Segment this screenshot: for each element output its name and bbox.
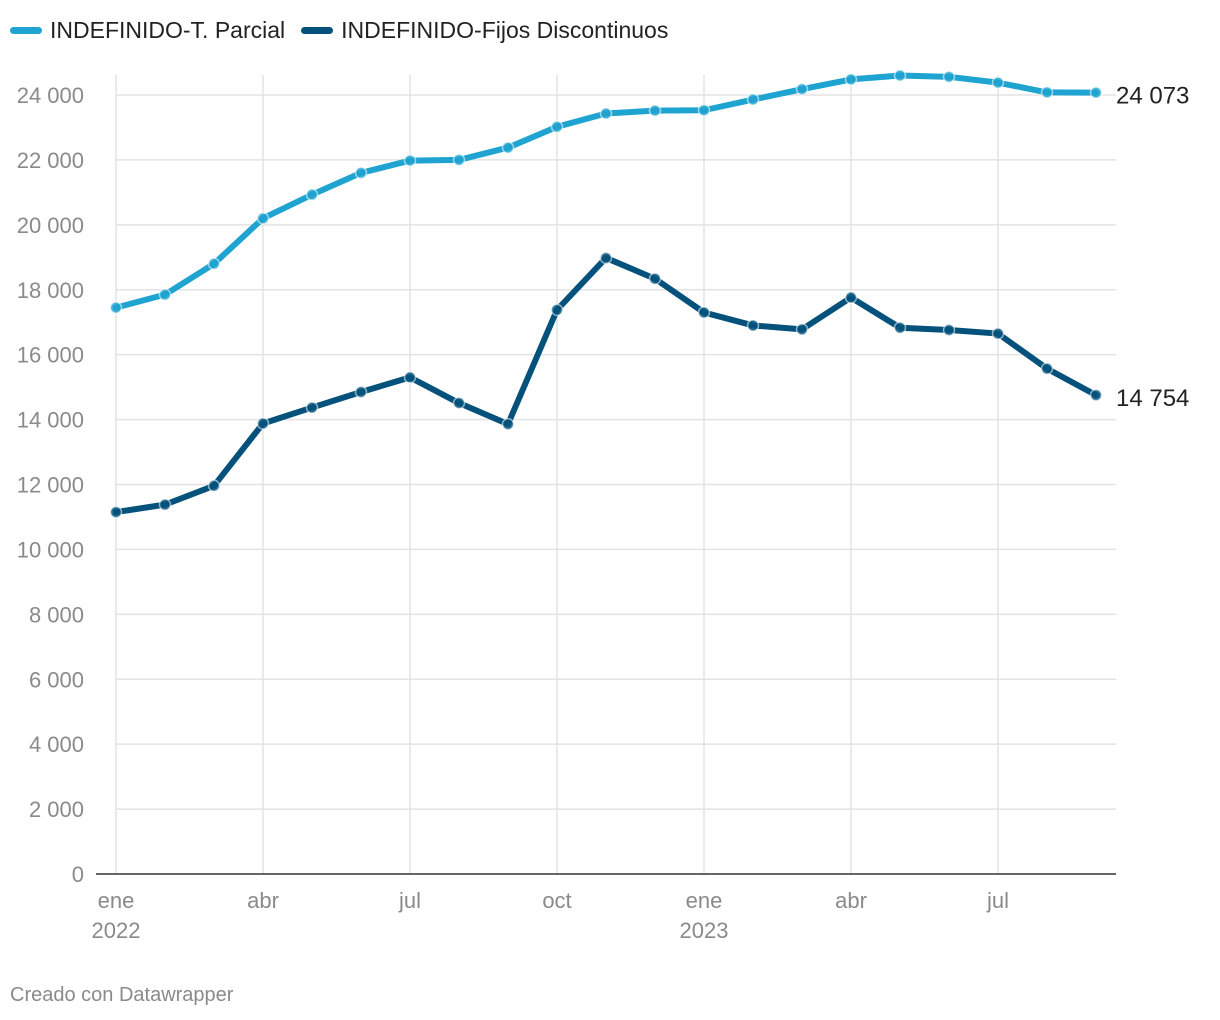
data-point-0 xyxy=(501,141,515,154)
data-point-1 xyxy=(452,396,466,410)
data-point-0 xyxy=(1040,86,1054,99)
y-tick-label: 10 000 xyxy=(17,537,84,562)
data-point-1 xyxy=(893,321,907,334)
data-point-1 xyxy=(746,319,760,332)
data-point-0 xyxy=(795,82,809,96)
data-point-1 xyxy=(844,291,858,304)
data-point-1 xyxy=(158,498,172,511)
data-point-1 xyxy=(403,371,417,384)
y-tick-label: 2 000 xyxy=(29,797,84,822)
y-tick-label: 18 000 xyxy=(17,278,84,303)
data-point-1 xyxy=(795,323,809,336)
data-point-1 xyxy=(697,306,711,319)
y-tick-label: 22 000 xyxy=(17,148,84,173)
data-point-1 xyxy=(501,417,515,431)
data-point-1 xyxy=(1089,388,1103,402)
end-value-label-1: 14 754 xyxy=(1116,385,1189,412)
data-point-0 xyxy=(697,104,711,117)
data-point-0 xyxy=(648,104,662,117)
data-point-0 xyxy=(207,257,221,271)
x-tick-label: ene xyxy=(686,888,723,913)
data-point-0 xyxy=(893,69,907,82)
legend-item-fijos: INDEFINIDO-Fijos Discontinuos xyxy=(301,17,668,44)
y-tick-label: 16 000 xyxy=(17,343,84,368)
y-tick-label: 24 000 xyxy=(17,83,84,108)
data-point-1 xyxy=(991,327,1005,340)
legend-swatch-parcial xyxy=(10,27,42,34)
data-point-0 xyxy=(844,73,858,86)
end-value-label-0: 24 073 xyxy=(1116,83,1189,110)
credit-text: Creado con Datawrapper xyxy=(10,984,234,1006)
legend-item-parcial: INDEFINIDO-T. Parcial xyxy=(10,17,285,44)
legend-label-parcial: INDEFINIDO-T. Parcial xyxy=(50,17,286,43)
x-tick-year-label: 2022 xyxy=(92,918,141,943)
data-point-0 xyxy=(746,93,760,106)
data-point-0 xyxy=(158,288,172,301)
x-tick-label: abr xyxy=(247,888,279,913)
x-tick-label: ene xyxy=(98,888,135,913)
data-point-0 xyxy=(305,188,319,201)
data-point-0 xyxy=(109,301,123,314)
data-point-1 xyxy=(305,401,319,414)
data-point-1 xyxy=(942,323,956,337)
data-point-0 xyxy=(550,120,564,134)
data-point-1 xyxy=(648,272,662,285)
legend-label-fijos: INDEFINIDO-Fijos Discontinuos xyxy=(341,17,669,43)
data-point-0 xyxy=(942,70,956,84)
data-point-1 xyxy=(256,417,270,430)
y-tick-label: 6 000 xyxy=(29,667,84,692)
y-tick-label: 0 xyxy=(72,862,84,887)
x-tick-label: jul xyxy=(986,888,1009,913)
y-tick-label: 8 000 xyxy=(29,602,84,627)
y-tick-label: 4 000 xyxy=(29,732,84,757)
x-tick-label: oct xyxy=(542,888,571,913)
legend-swatch-fijos xyxy=(301,27,334,34)
y-tick-label: 14 000 xyxy=(17,408,84,433)
data-point-0 xyxy=(354,166,368,180)
data-point-1 xyxy=(599,251,613,265)
x-tick-label: abr xyxy=(835,888,867,913)
data-point-0 xyxy=(599,107,613,120)
data-point-1 xyxy=(354,385,368,399)
data-point-0 xyxy=(256,212,270,225)
data-point-0 xyxy=(1089,86,1103,99)
data-point-1 xyxy=(109,505,123,519)
x-tick-label: jul xyxy=(398,888,421,913)
data-point-1 xyxy=(1040,362,1054,375)
data-point-1 xyxy=(550,303,564,317)
y-tick-label: 20 000 xyxy=(17,213,84,238)
chart-legend: INDEFINIDO-T. Parcial INDEFINIDO-Fijos D… xyxy=(10,17,684,44)
data-point-0 xyxy=(403,154,417,167)
y-tick-label: 12 000 xyxy=(17,473,84,498)
data-point-1 xyxy=(207,479,221,493)
data-point-0 xyxy=(452,153,466,167)
x-tick-year-label: 2023 xyxy=(680,918,729,943)
data-point-0 xyxy=(991,76,1005,89)
